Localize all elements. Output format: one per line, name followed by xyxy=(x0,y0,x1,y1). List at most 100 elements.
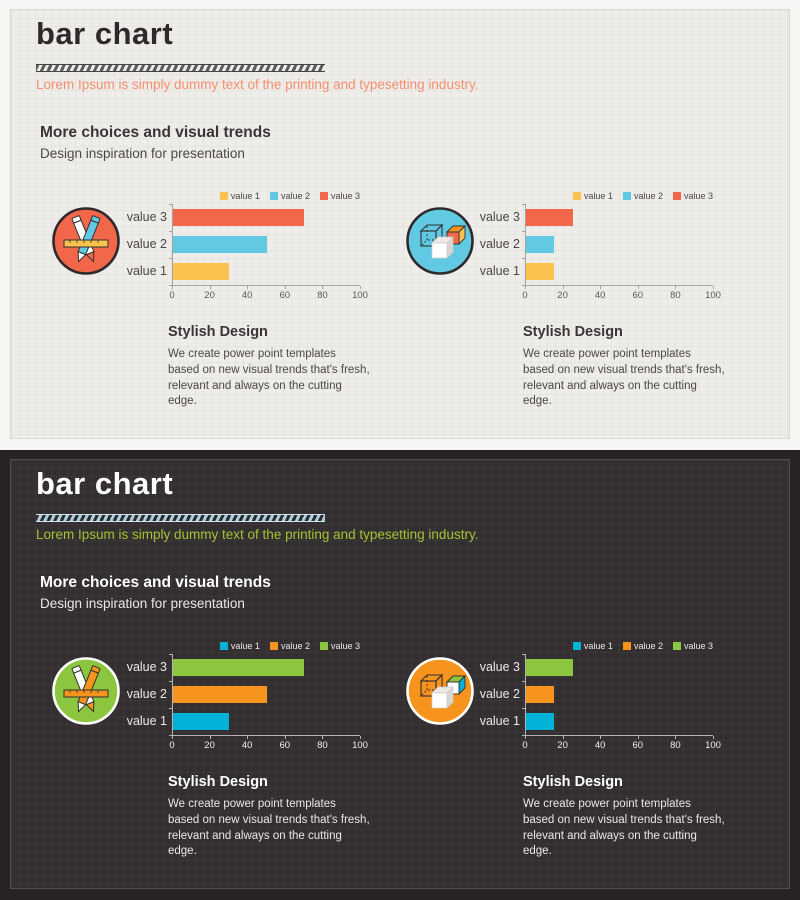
chart-legend: value 1 value 2 value 3 xyxy=(483,640,713,652)
rope-divider xyxy=(36,64,325,72)
chart-legend: value 1 value 2 value 3 xyxy=(130,190,360,202)
section-subheading: Design inspiration for presentation xyxy=(40,596,245,611)
chart-row: value 3 xyxy=(127,204,360,231)
chart-row: value 2 xyxy=(127,681,360,708)
category-label: value 2 xyxy=(479,237,520,251)
x-axis-tick xyxy=(713,736,714,739)
legend-label: value 1 xyxy=(230,641,260,651)
cubes-icon xyxy=(404,205,476,277)
category-label: value 1 xyxy=(479,714,520,728)
y-axis-tick xyxy=(522,708,526,709)
y-axis-tick xyxy=(169,231,173,232)
x-axis-tick xyxy=(675,286,677,289)
rope-divider xyxy=(36,514,325,522)
legend-item: value 1 xyxy=(572,641,613,651)
y-axis-tick xyxy=(169,258,173,259)
legend-label: value 3 xyxy=(330,191,360,201)
chart-legend: value 1 value 2 value 3 xyxy=(130,640,360,652)
x-axis-tick xyxy=(562,736,564,739)
feature-heading: Stylish Design xyxy=(168,324,268,340)
x-axis-tick-label: 60 xyxy=(279,290,291,301)
x-axis-tick-label: 80 xyxy=(317,740,328,751)
legend-swatch xyxy=(672,642,681,650)
section-heading: More choices and visual trends xyxy=(40,124,271,141)
slide-light-theme: bar chart Lorem Ipsum is simply dummy te… xyxy=(0,0,800,450)
bar xyxy=(526,236,555,253)
legend-label: value 1 xyxy=(583,641,613,651)
x-axis-tick xyxy=(172,286,173,289)
legend-item: value 1 xyxy=(219,191,260,201)
pencils-ruler-icon xyxy=(50,655,122,727)
x-axis-tick xyxy=(637,736,639,739)
legend-swatch xyxy=(219,192,228,200)
x-axis-tick-label: 40 xyxy=(241,290,253,301)
x-axis-tick xyxy=(247,736,249,739)
legend-label: value 3 xyxy=(683,641,713,651)
x-axis-tick-label: 0 xyxy=(169,740,175,751)
bar xyxy=(526,713,555,730)
x-axis-tick-label: 0 xyxy=(522,740,528,751)
x-axis-tick xyxy=(322,286,324,289)
category-label: value 1 xyxy=(126,714,167,728)
slide-subtitle: Lorem Ipsum is simply dummy text of the … xyxy=(36,77,479,92)
slide-title: bar chart xyxy=(36,466,174,501)
x-axis-tick-label: 100 xyxy=(352,740,368,751)
legend-swatch xyxy=(269,642,278,650)
slide-dark-theme: bar chart Lorem Ipsum is simply dummy te… xyxy=(0,450,800,900)
chart-x-axis: 0 20 40 60 80 100 xyxy=(169,285,368,301)
x-axis-tick xyxy=(360,286,361,289)
category-label: value 3 xyxy=(479,660,520,674)
chart-row: value 1 xyxy=(127,258,360,285)
legend-item: value 2 xyxy=(622,641,663,651)
chart-plot: value 3 value 2 value 1 xyxy=(127,654,360,736)
legend-item: value 3 xyxy=(319,641,360,651)
x-axis-tick-label: 60 xyxy=(632,740,644,751)
y-axis-tick xyxy=(169,708,173,709)
chart-row: value 3 xyxy=(127,654,360,681)
x-axis-tick xyxy=(562,286,564,289)
legend-swatch xyxy=(622,642,631,650)
legend-swatch xyxy=(319,192,328,200)
x-axis-tick xyxy=(284,286,286,289)
chart-plot: value 3 value 2 value 1 xyxy=(127,204,360,286)
y-axis-tick xyxy=(169,204,173,205)
cubes-icon xyxy=(404,655,476,727)
x-axis-tick xyxy=(675,736,677,739)
bar xyxy=(526,209,573,226)
legend-label: value 2 xyxy=(633,641,663,651)
x-axis-tick-label: 100 xyxy=(705,740,721,751)
category-label: value 2 xyxy=(479,687,520,701)
chart-row: value 1 xyxy=(480,258,713,285)
y-axis-tick xyxy=(169,285,173,286)
category-label: value 2 xyxy=(126,687,167,701)
chart-row: value 3 xyxy=(480,654,713,681)
x-axis-tick-label: 40 xyxy=(594,290,606,301)
bar xyxy=(173,263,230,280)
legend-item: value 1 xyxy=(572,191,613,201)
chart-x-axis: 0 20 40 60 80 100 xyxy=(169,735,368,751)
x-axis-tick-label: 20 xyxy=(557,290,568,301)
category-label: value 3 xyxy=(479,210,520,224)
y-axis-tick xyxy=(522,204,526,205)
legend-swatch xyxy=(572,192,581,200)
bar xyxy=(173,659,304,676)
x-axis-tick-label: 0 xyxy=(522,290,528,301)
feature-text: We create power point templates based on… xyxy=(523,348,725,408)
feature-heading: Stylish Design xyxy=(523,324,623,340)
x-axis-tick xyxy=(525,736,526,739)
y-axis-tick xyxy=(522,285,526,286)
feature-text: We create power point templates based on… xyxy=(168,348,370,408)
x-axis-tick-label: 60 xyxy=(279,740,291,751)
feature-block: Stylish Design We create power point tem… xyxy=(523,324,748,410)
pencils-ruler-icon xyxy=(50,205,122,277)
x-axis-tick xyxy=(322,736,324,739)
x-axis-tick-label: 20 xyxy=(557,740,568,751)
legend-swatch xyxy=(572,642,581,650)
feature-heading: Stylish Design xyxy=(523,774,623,790)
x-axis-tick xyxy=(713,286,714,289)
y-axis-tick xyxy=(522,681,526,682)
x-axis-tick xyxy=(209,736,211,739)
chart-x-axis: 0 20 40 60 80 100 xyxy=(522,285,721,301)
category-label: value 3 xyxy=(126,660,167,674)
y-axis-tick xyxy=(522,735,526,736)
